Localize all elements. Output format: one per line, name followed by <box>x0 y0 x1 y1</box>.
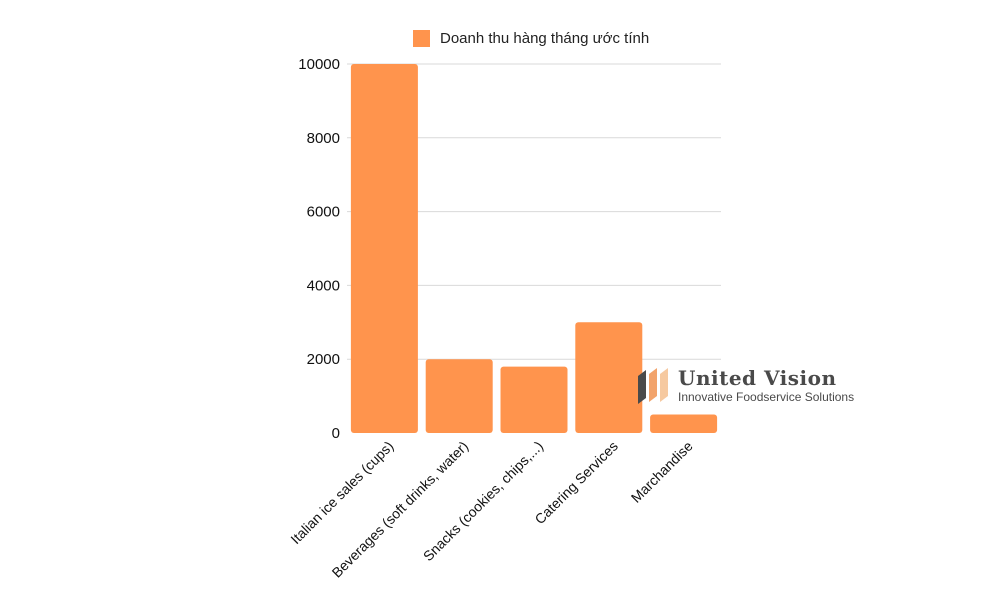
logo-stripe-dark <box>638 370 646 404</box>
watermark-title: United Vision <box>678 366 837 390</box>
y-tick-label: 8000 <box>307 130 340 147</box>
legend-swatch <box>413 30 430 47</box>
x-tick-label: Marchandise <box>628 438 696 506</box>
x-axis-ticks: Italian ice sales (cups)Beverages (soft … <box>287 438 696 581</box>
y-axis-ticks: 0 2000 4000 6000 8000 10000 <box>298 56 340 442</box>
bar <box>425 359 493 433</box>
x-tick-label: Catering Services <box>531 438 620 527</box>
y-tick-label: 0 <box>332 425 340 442</box>
y-tick-label: 4000 <box>307 277 340 294</box>
logo-stripe-light <box>660 368 668 402</box>
x-tick-label: Snacks (cookies, chips,...) <box>420 438 546 564</box>
bar <box>575 322 643 433</box>
united-vision-logo-icon <box>638 368 668 404</box>
y-tick-label: 6000 <box>307 204 340 221</box>
bar <box>350 64 418 433</box>
y-tick-label: 2000 <box>307 351 340 368</box>
bar <box>500 366 568 433</box>
bars <box>350 64 718 433</box>
bar <box>650 414 718 433</box>
legend: Doanh thu hàng tháng ước tính <box>413 30 649 47</box>
y-tick-label: 10000 <box>298 56 340 73</box>
logo-stripe-mid <box>649 368 657 402</box>
united-vision-watermark: United Vision Innovative Foodservice Sol… <box>638 366 878 408</box>
legend-label: Doanh thu hàng tháng ước tính <box>440 30 649 47</box>
watermark-subtitle: Innovative Foodservice Solutions <box>678 390 855 404</box>
x-tick-label: Beverages (soft drinks, water) <box>329 438 472 581</box>
